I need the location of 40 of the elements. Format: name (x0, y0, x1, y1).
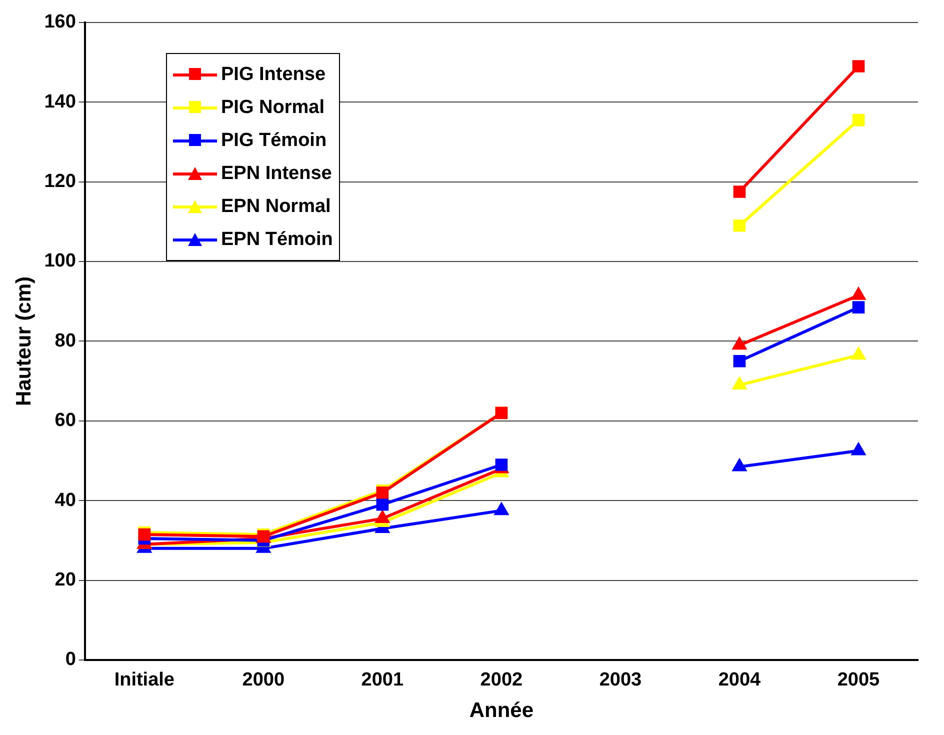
point (733, 354, 746, 368)
point (733, 219, 746, 232)
point (852, 301, 865, 314)
point (851, 442, 866, 456)
x-axis-title: Année (469, 699, 534, 722)
point (375, 510, 390, 524)
y-tick-label: 140 (44, 91, 76, 112)
legend-label: PIG Témoin (221, 130, 327, 152)
legend-label: PIG Normal (221, 96, 324, 118)
y-tick-label: 0 (65, 649, 76, 670)
point (376, 498, 389, 511)
point (851, 346, 866, 360)
legend-label: EPN Normal (221, 196, 331, 218)
point (852, 114, 865, 126)
y-tick-label: 100 (44, 250, 76, 272)
x-tick-label: Initiale (114, 670, 174, 691)
x-tick-label: 2004 (718, 670, 762, 691)
x-tick-label: 2003 (599, 670, 642, 691)
legend-label: PIG Intense (221, 64, 326, 86)
point (494, 502, 509, 516)
x-tick-label: 2001 (361, 670, 404, 691)
y-axis-title: Hauteur (cm) (12, 276, 36, 406)
y-tick-label: 120 (44, 171, 76, 192)
point (732, 458, 747, 472)
y-tick-label: 20 (54, 570, 76, 591)
y-tick-label: 80 (54, 330, 76, 352)
x-tick-label: 2002 (480, 670, 523, 691)
legend-label: EPN Témoin (221, 228, 333, 250)
y-tick-label: 160 (44, 12, 76, 33)
point (495, 458, 508, 471)
point (732, 376, 747, 390)
point (733, 186, 746, 198)
y-tick-label: 40 (54, 490, 76, 511)
point (851, 286, 866, 300)
legend-label: EPN Intense (221, 162, 332, 184)
point (852, 60, 865, 72)
point (732, 336, 747, 350)
y-tick-label: 60 (54, 410, 76, 432)
x-tick-label: 2005 (837, 670, 880, 691)
x-tick-label: 2000 (242, 670, 285, 691)
